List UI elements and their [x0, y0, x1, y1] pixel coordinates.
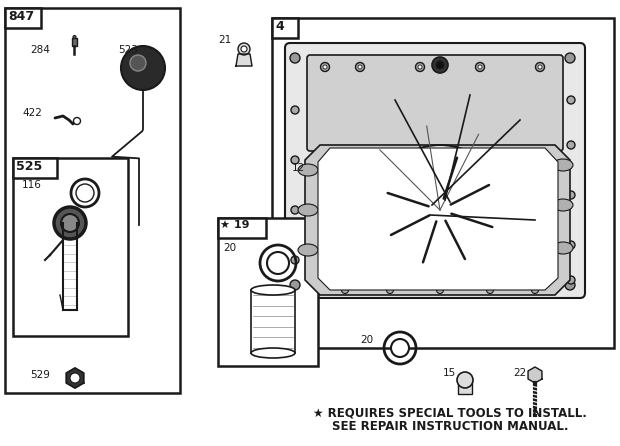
Circle shape: [565, 280, 575, 290]
Circle shape: [565, 53, 575, 63]
Text: 847: 847: [8, 10, 34, 23]
Text: 22: 22: [513, 368, 526, 378]
Circle shape: [476, 62, 484, 71]
Circle shape: [321, 62, 329, 71]
Circle shape: [567, 276, 575, 284]
FancyBboxPatch shape: [285, 43, 585, 298]
Bar: [218, 218, 318, 366]
Circle shape: [290, 280, 300, 290]
Circle shape: [327, 220, 383, 276]
Ellipse shape: [251, 285, 295, 295]
Bar: [272, 18, 614, 348]
Circle shape: [238, 43, 250, 55]
Circle shape: [121, 46, 165, 90]
Bar: [458, 380, 472, 394]
Circle shape: [290, 53, 300, 63]
Circle shape: [70, 373, 80, 383]
Bar: [272, 18, 298, 38]
Circle shape: [436, 61, 444, 69]
Polygon shape: [236, 54, 252, 66]
Circle shape: [385, 155, 495, 265]
Circle shape: [418, 188, 462, 232]
Ellipse shape: [553, 159, 573, 171]
Circle shape: [538, 65, 542, 69]
Circle shape: [337, 230, 373, 266]
Circle shape: [432, 57, 448, 73]
Circle shape: [531, 286, 539, 293]
Circle shape: [436, 286, 443, 293]
Circle shape: [355, 62, 365, 71]
FancyBboxPatch shape: [307, 55, 563, 151]
Polygon shape: [528, 367, 542, 383]
Text: 523: 523: [118, 45, 138, 55]
Circle shape: [415, 62, 425, 71]
Ellipse shape: [298, 204, 318, 216]
Circle shape: [391, 339, 409, 357]
Circle shape: [267, 252, 289, 274]
Text: SEE REPAIR INSTRUCTION MANUAL.: SEE REPAIR INSTRUCTION MANUAL.: [332, 420, 569, 433]
Text: 529: 529: [30, 370, 50, 380]
Bar: [5, 8, 41, 28]
Text: 12: 12: [292, 163, 305, 173]
Polygon shape: [318, 148, 558, 290]
Ellipse shape: [553, 242, 573, 254]
Text: 20: 20: [360, 335, 373, 345]
Text: eReplacementParts.com: eReplacementParts.com: [332, 250, 468, 260]
Circle shape: [567, 241, 575, 249]
Text: ★ REQUIRES SPECIAL TOOLS TO INSTALL.: ★ REQUIRES SPECIAL TOOLS TO INSTALL.: [313, 407, 587, 420]
Text: 21: 21: [218, 35, 231, 45]
Circle shape: [291, 256, 299, 264]
Polygon shape: [66, 368, 84, 388]
Text: 15: 15: [443, 368, 456, 378]
Bar: [13, 158, 128, 336]
Circle shape: [61, 214, 79, 232]
Text: 20: 20: [223, 243, 236, 253]
Circle shape: [567, 191, 575, 199]
Circle shape: [536, 62, 544, 71]
Circle shape: [428, 198, 452, 222]
Text: ★ 19: ★ 19: [220, 220, 249, 230]
Circle shape: [435, 205, 445, 215]
Circle shape: [487, 286, 494, 293]
Text: 525: 525: [16, 160, 42, 173]
Text: 116: 116: [22, 180, 42, 190]
Ellipse shape: [251, 348, 295, 358]
Circle shape: [418, 65, 422, 69]
Polygon shape: [305, 145, 570, 295]
Circle shape: [457, 372, 473, 388]
Ellipse shape: [553, 199, 573, 211]
Bar: [218, 218, 266, 238]
Circle shape: [291, 156, 299, 164]
Circle shape: [567, 141, 575, 149]
Bar: [5, 8, 180, 393]
Ellipse shape: [298, 164, 318, 176]
Circle shape: [323, 65, 327, 69]
Ellipse shape: [298, 244, 318, 256]
Bar: [72, 38, 77, 46]
Text: 4: 4: [275, 20, 284, 33]
Circle shape: [74, 117, 81, 124]
Circle shape: [291, 106, 299, 114]
Circle shape: [342, 286, 348, 293]
Circle shape: [347, 240, 363, 256]
Circle shape: [358, 65, 362, 69]
Circle shape: [386, 286, 394, 293]
Circle shape: [54, 207, 86, 239]
Text: 422: 422: [22, 108, 42, 118]
Circle shape: [478, 65, 482, 69]
Circle shape: [76, 184, 94, 202]
Text: 284: 284: [30, 45, 50, 55]
Circle shape: [73, 36, 76, 38]
Circle shape: [567, 96, 575, 104]
Circle shape: [130, 55, 146, 71]
Circle shape: [241, 46, 247, 52]
Circle shape: [375, 145, 505, 275]
Bar: [13, 158, 57, 178]
Circle shape: [291, 206, 299, 214]
